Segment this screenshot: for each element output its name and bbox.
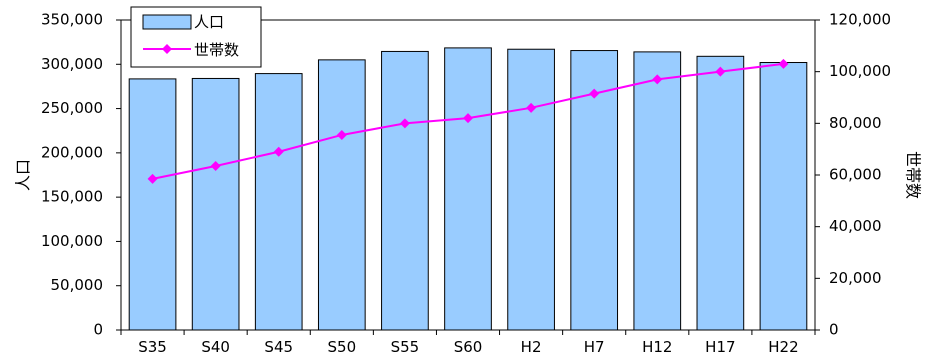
population-bar-S35 — [128, 78, 177, 331]
legend-label-households: 世帯数 — [194, 41, 239, 59]
left-axis-title: 人口 — [14, 159, 33, 191]
right-tick-label: 40,000 — [829, 217, 882, 235]
x-tick-label: S35 — [138, 338, 167, 356]
left-tick-label: 200,000 — [41, 143, 103, 161]
x-tick-label: H12 — [642, 338, 672, 356]
households-marker-S60 — [463, 113, 473, 124]
x-tick-label: S45 — [264, 338, 293, 356]
population-bar-H17 — [696, 55, 745, 331]
left-tick-label: 300,000 — [41, 55, 103, 73]
right-tick-label: 0 — [829, 321, 839, 339]
right-tick-label: 80,000 — [829, 114, 882, 132]
x-tick-label: H7 — [584, 338, 605, 356]
right-y-axis: 0 20,000 40,000 60,000 80,000 100,000 120,000 — [815, 11, 891, 339]
households-marker-S35 — [147, 173, 158, 184]
x-tick-label: S60 — [454, 338, 483, 356]
households-marker-S40 — [210, 160, 221, 171]
legend-bar-swatch — [142, 14, 192, 30]
population-bars — [128, 47, 808, 331]
x-tick-label: H17 — [705, 338, 735, 356]
households-line-layer — [147, 58, 789, 184]
population-bar-S60 — [444, 47, 492, 331]
left-tick-label: 100,000 — [41, 232, 103, 250]
left-tick-label: 0 — [93, 321, 103, 339]
x-axis: S35 S40 S45 S50 S55 S60 H2 H7 H12 H17 H22 — [120, 330, 816, 356]
population-bar-H22 — [759, 62, 808, 331]
left-tick-label: 150,000 — [41, 188, 103, 206]
x-tick-label: H2 — [521, 338, 542, 356]
households-marker-S45 — [273, 146, 284, 157]
population-bar-S50 — [317, 59, 366, 331]
right-axis-title: 世帯数 — [904, 151, 923, 199]
households-marker-H22 — [778, 58, 789, 69]
legend-label-population: 人口 — [194, 13, 224, 31]
left-tick-label: 50,000 — [51, 276, 104, 294]
population-bar-H12 — [633, 51, 682, 331]
population-bar-H2 — [507, 48, 555, 331]
left-tick-label: 250,000 — [41, 99, 103, 117]
right-tick-label: 60,000 — [829, 166, 882, 184]
legend: 人口 世帯数 — [130, 6, 262, 68]
legend-diamond-marker — [162, 44, 172, 54]
left-y-axis: 0 50,000 100,000 150,000 200,000 250,000 300,0… — [41, 11, 121, 339]
x-tick-label: H22 — [768, 338, 798, 356]
right-tick-label: 120,000 — [829, 11, 891, 29]
left-tick-label: 350,000 — [41, 11, 103, 29]
households-marker-H2 — [526, 102, 537, 113]
population-bar-S45 — [254, 73, 303, 331]
right-tick-label: 100,000 — [829, 62, 891, 80]
right-tick-label: 20,000 — [829, 269, 882, 287]
households-marker-H7 — [589, 88, 600, 99]
households-marker-S50 — [336, 129, 347, 140]
households-marker-H17 — [715, 66, 726, 77]
x-tick-label: S55 — [391, 338, 420, 356]
x-tick-label: S50 — [328, 338, 357, 356]
households-marker-H12 — [652, 74, 663, 85]
x-tick-label: S40 — [201, 338, 230, 356]
population-bar-S40 — [191, 77, 240, 331]
population-bar-S55 — [381, 50, 429, 331]
households-marker-S55 — [399, 118, 410, 129]
